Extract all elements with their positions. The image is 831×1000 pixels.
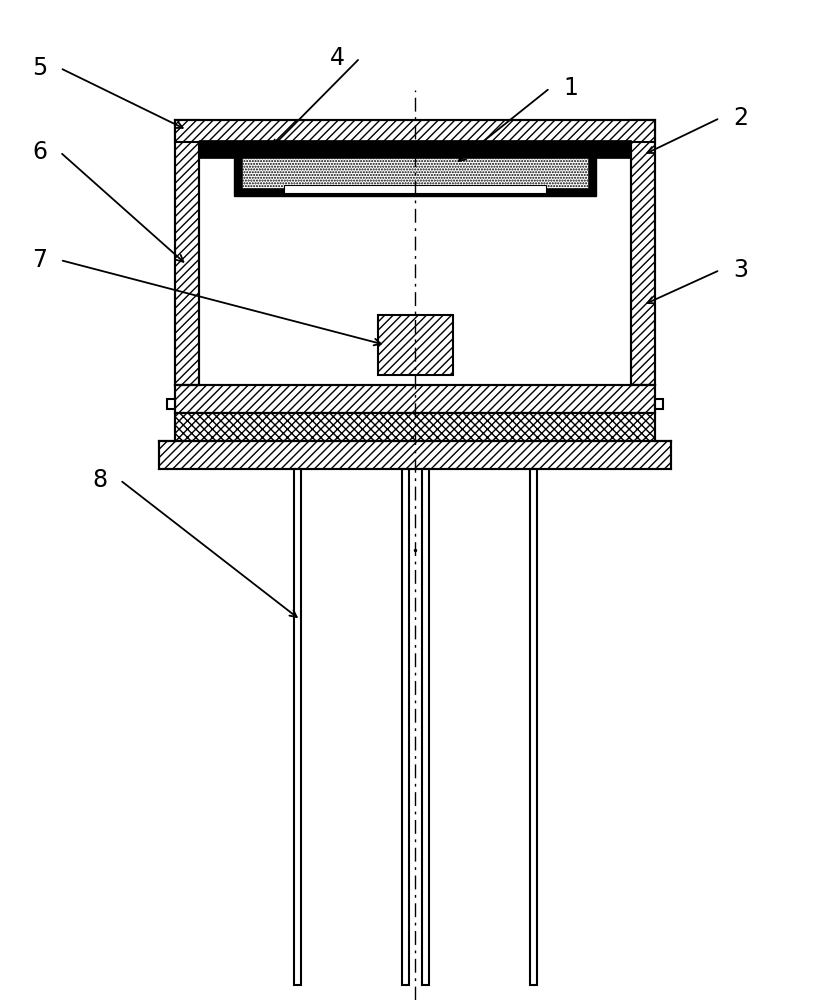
Text: 6: 6 bbox=[32, 140, 47, 164]
Bar bbox=[242, 158, 588, 188]
Bar bbox=[284, 185, 546, 193]
Text: 3: 3 bbox=[733, 258, 748, 282]
Bar bbox=[631, 120, 655, 385]
Bar bbox=[175, 413, 655, 441]
Text: 1: 1 bbox=[563, 76, 578, 100]
Bar bbox=[401, 469, 409, 985]
Text: 4: 4 bbox=[330, 46, 345, 70]
Bar bbox=[293, 469, 301, 985]
Bar bbox=[175, 385, 655, 413]
Bar bbox=[234, 144, 596, 196]
Bar bbox=[421, 469, 429, 985]
Bar bbox=[159, 441, 671, 469]
Bar bbox=[167, 399, 175, 409]
Text: 2: 2 bbox=[733, 106, 748, 130]
Bar bbox=[377, 315, 453, 375]
Text: 7: 7 bbox=[32, 248, 47, 272]
Bar bbox=[655, 399, 663, 409]
Bar bbox=[529, 469, 537, 985]
Bar bbox=[175, 120, 199, 385]
Text: 5: 5 bbox=[32, 56, 47, 80]
Bar bbox=[199, 140, 631, 158]
Bar bbox=[175, 120, 655, 142]
Text: 8: 8 bbox=[92, 468, 107, 492]
